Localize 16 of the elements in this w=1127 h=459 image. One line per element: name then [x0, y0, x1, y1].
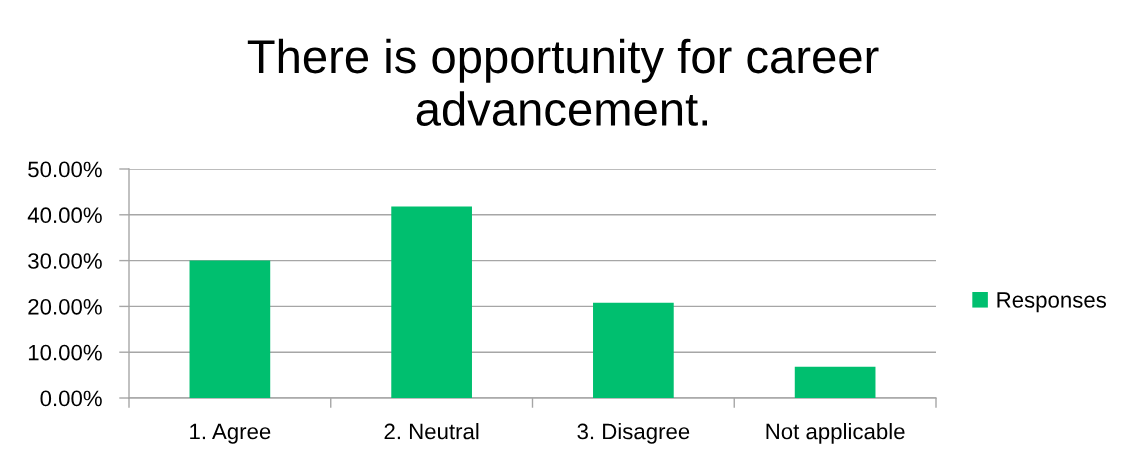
- y-tick-label: 0.00%: [40, 390, 102, 407]
- x-tick-label: Not applicable: [766, 423, 905, 444]
- y-tick-label: 30.00%: [28, 253, 102, 269]
- y-tick-label: 40.00%: [27, 207, 102, 224]
- y-tick-label: 10.00%: [28, 344, 102, 361]
- bar: [593, 302, 674, 398]
- y-tick-label: 20.00%: [28, 298, 102, 315]
- y-tick-label: 50.00%: [28, 161, 102, 178]
- x-tick-label: 2. Neutral: [384, 423, 479, 440]
- legend-label: Responses: [997, 292, 1107, 313]
- bar: [391, 206, 472, 398]
- bar: [794, 366, 876, 398]
- chart-title: There is opportunity for career advancement.: [247, 38, 879, 126]
- x-tick-label: 1. Agree: [190, 423, 271, 444]
- x-tick-label: 3. Disagree: [577, 423, 690, 444]
- bar: [189, 260, 271, 398]
